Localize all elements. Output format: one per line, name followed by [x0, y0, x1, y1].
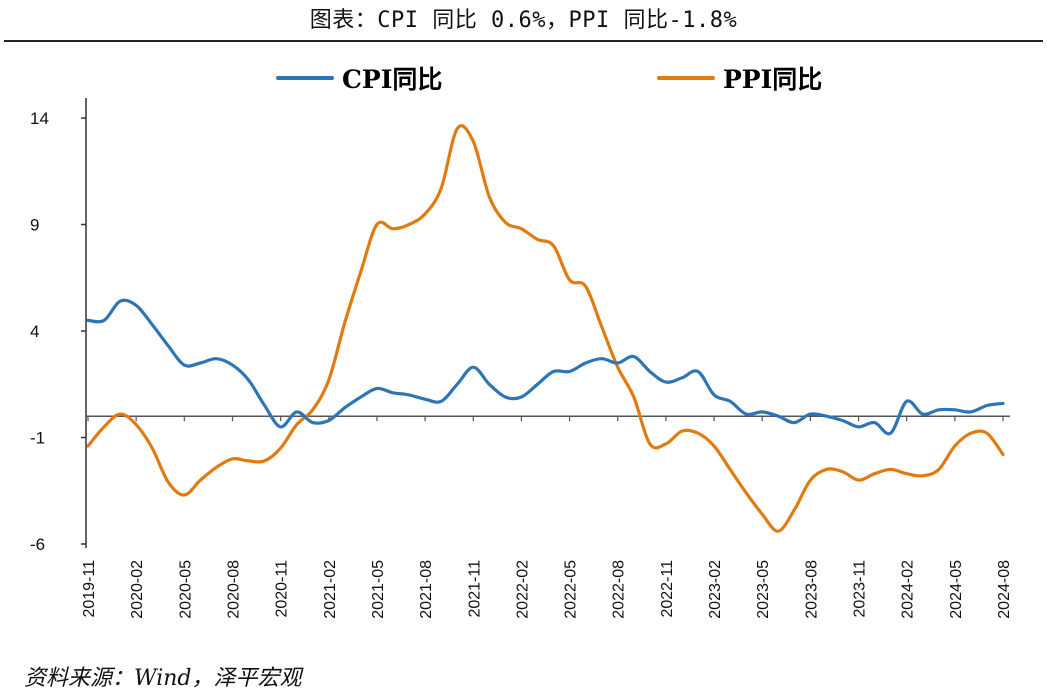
x-tick-label: 2023-08 [803, 560, 820, 619]
chart-source: 资料来源：Wind，泽平宏观 [24, 666, 302, 691]
x-tick-label: 2021-08 [418, 560, 435, 619]
y-tick-label: -1 [30, 429, 45, 448]
x-tick-label: 2023-02 [707, 560, 724, 619]
legend-entry-cpi: CPI同比 [276, 62, 442, 94]
title-rule [4, 40, 1043, 42]
x-tick-label: 2024-08 [996, 560, 1013, 619]
legend-label-cpi: CPI同比 [342, 65, 443, 94]
series-line-cpi [86, 298, 1005, 436]
legend-swatch-ppi [657, 76, 715, 80]
x-tick-label: 2024-05 [948, 560, 965, 619]
legend-swatch-cpi [276, 76, 334, 80]
x-tick-label: 2021-02 [322, 560, 339, 619]
y-tick-label: 4 [30, 322, 39, 341]
x-tick-label: 2022-02 [514, 560, 531, 619]
series-line-ppi [86, 124, 1005, 533]
x-tick-label: 2019-11 [81, 560, 98, 618]
legend-label-ppi: PPI同比 [723, 65, 823, 94]
x-tick-label: 2024-02 [900, 560, 917, 619]
x-tick-label: 2020-11 [274, 560, 291, 618]
x-tick-label: 2022-08 [611, 560, 628, 619]
chart-title: 图表：CPI 同比 0.6%，PPI 同比-1.8% [309, 8, 738, 33]
x-tick-label: 2021-11 [466, 560, 483, 618]
x-tick-label: 2022-11 [659, 560, 676, 618]
x-tick-label: 2020-08 [225, 560, 242, 619]
x-tick-label: 2022-05 [563, 560, 580, 619]
y-tick-label: -6 [30, 535, 45, 554]
x-tick-label: 2020-05 [177, 560, 194, 619]
x-tick-label: 2023-11 [852, 560, 869, 618]
y-tick-label: 9 [30, 216, 39, 235]
legend-entry-ppi: PPI同比 [657, 62, 822, 94]
x-tick-label: 2020-02 [129, 560, 146, 619]
x-tick-label: 2023-05 [755, 560, 772, 619]
y-tick-label: 14 [30, 109, 49, 128]
x-tick-label: 2021-05 [370, 560, 387, 619]
